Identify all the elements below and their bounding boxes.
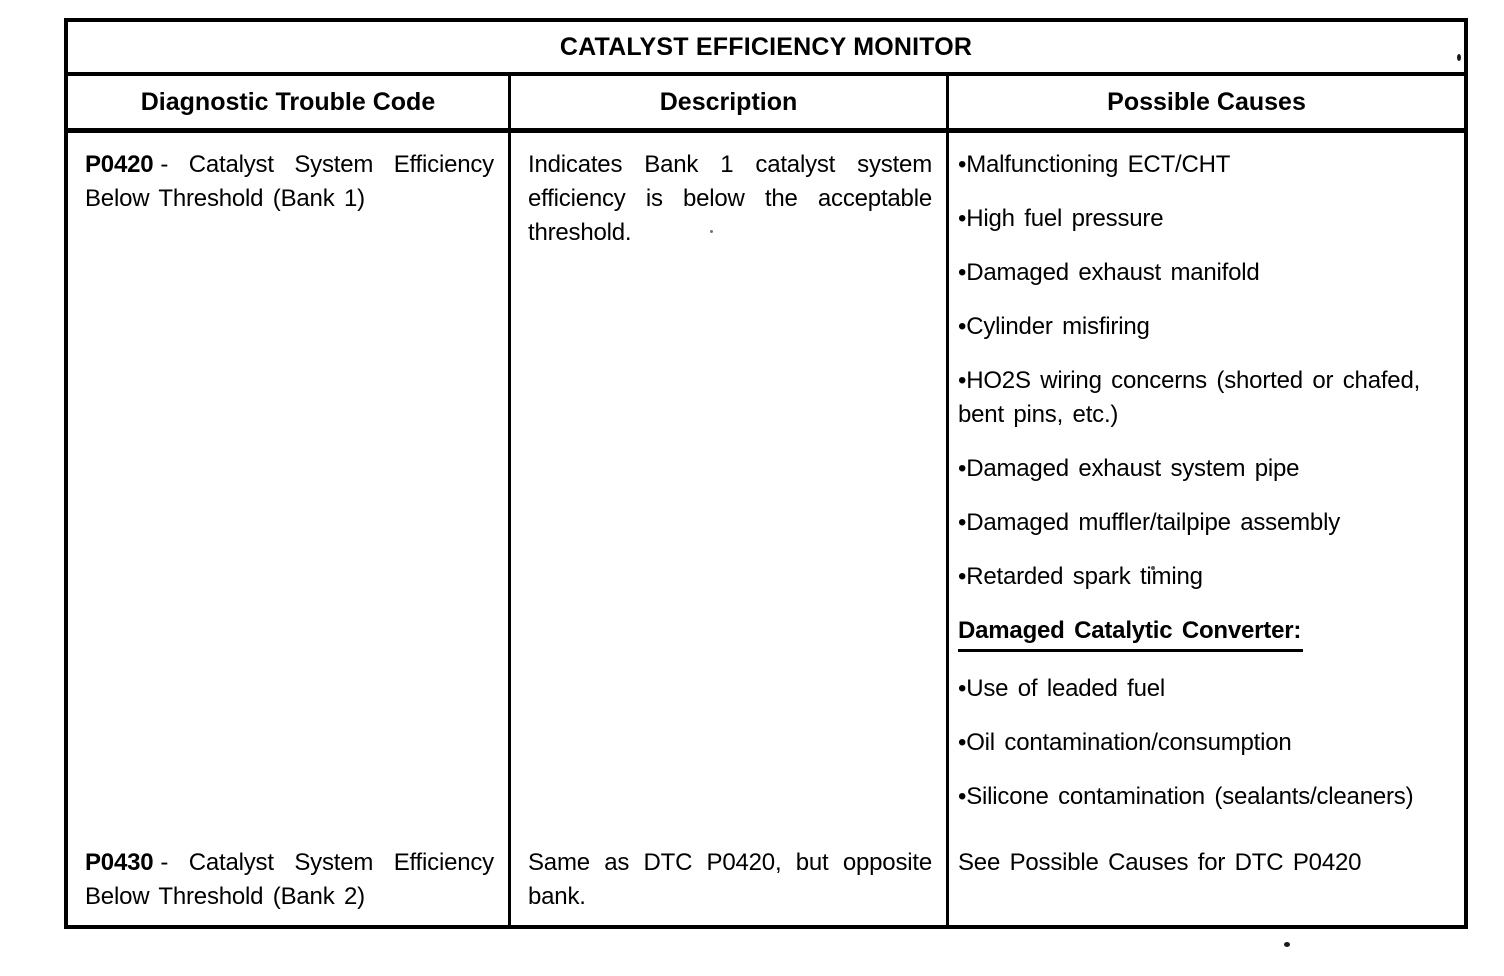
scan-speck (1284, 942, 1290, 947)
column-header-diagnostic-trouble-code: Diagnostic Trouble Code (68, 76, 511, 128)
column-header-possible-causes: Possible Causes (1107, 87, 1306, 116)
description-text: Indicates Bank 1 catalyst system efficie… (528, 151, 932, 246)
dtc-cell-p0420: P0420- Catalyst System Efficiency Below … (68, 133, 511, 833)
catalyst-efficiency-table: CATALYST EFFICIENCY MONITOR Diagnostic T… (64, 18, 1468, 929)
scan-speck (710, 230, 713, 233)
dtc-description: - Catalyst System Efficiency Below Thres… (85, 849, 494, 910)
scan-speck (1457, 54, 1461, 61)
causes-subheading: Damaged Catalytic Converter: (958, 614, 1454, 652)
cause-item: Damaged exhaust system pipe (958, 452, 1454, 486)
causes-cell-p0420: Malfunctioning ECT/CHT High fuel pressur… (949, 133, 1464, 833)
table-title: CATALYST EFFICIENCY MONITOR (68, 22, 1464, 76)
cause-item: HO2S wiring concerns (shorted or chafed,… (958, 364, 1454, 432)
cause-item: High fuel pressure (958, 202, 1454, 236)
cause-item: Damaged exhaust manifold (958, 256, 1454, 290)
dtc-description: - Catalyst System Efficiency Below Thres… (85, 151, 494, 212)
cause-item: Use of leaded fuel (958, 672, 1454, 706)
causes-reference-text: See Possible Causes for DTC P0420 (958, 849, 1362, 876)
cause-item: Damaged muffler/tailpipe assembly (958, 506, 1454, 540)
scan-speck (1151, 566, 1155, 570)
column-header-description: Description (511, 76, 949, 128)
dtc-cell-p0430: P0430- Catalyst System Efficiency Below … (68, 833, 511, 925)
cause-item: Cylinder misfiring (958, 310, 1454, 344)
dtc-text: P0430- Catalyst System Efficiency Below … (85, 846, 494, 914)
causes-cell-p0430: See Possible Causes for DTC P0420 (949, 833, 1464, 925)
dtc-text: P0420- Catalyst System Efficiency Below … (85, 148, 494, 216)
cause-item: Retarded spark timing (958, 560, 1454, 594)
description-cell-p0420: Indicates Bank 1 catalyst system efficie… (511, 133, 949, 833)
table-row-p0430: P0430- Catalyst System Efficiency Below … (68, 833, 1464, 925)
table-row-p0420: P0420- Catalyst System Efficiency Below … (68, 133, 1464, 833)
dtc-code: P0420 (85, 151, 154, 178)
table-header-row: Diagnostic Trouble Code Description Poss… (68, 76, 1464, 133)
cause-item: Silicone contamination (sealants/cleaner… (958, 780, 1454, 814)
description-cell-p0430: Same as DTC P0420, but opposite bank. (511, 833, 949, 925)
table-body: P0420- Catalyst System Efficiency Below … (68, 133, 1464, 925)
description-text: Same as DTC P0420, but opposite bank. (528, 849, 932, 910)
cause-item: Oil contamination/consumption (958, 726, 1454, 760)
cause-item: Malfunctioning ECT/CHT (958, 148, 1454, 182)
dtc-code: P0430 (85, 849, 154, 876)
